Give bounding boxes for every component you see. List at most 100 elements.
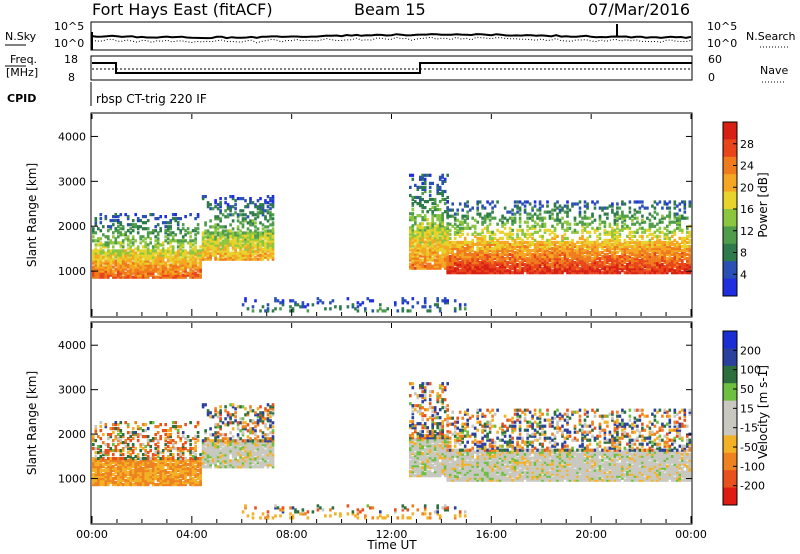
echo-cell xyxy=(636,220,639,224)
echo-cell xyxy=(169,467,172,471)
echo-cell xyxy=(156,275,160,279)
echo-cell xyxy=(433,232,437,236)
echo-cell xyxy=(471,216,474,220)
echo-cell xyxy=(581,259,584,263)
echo-cell xyxy=(433,222,437,226)
echo-cell xyxy=(169,447,172,451)
echo-cell xyxy=(643,263,647,267)
echo-cell xyxy=(166,467,170,471)
echo-cell xyxy=(526,257,529,261)
echo-cell xyxy=(503,252,507,257)
echo-cell xyxy=(107,275,110,279)
echo-cell xyxy=(214,249,217,253)
echo-cell xyxy=(117,459,120,463)
echo-cell xyxy=(556,248,559,253)
echo-cell xyxy=(441,254,444,258)
echo-cell xyxy=(244,213,247,217)
echo-cell xyxy=(411,242,415,246)
echo-cell xyxy=(593,261,597,265)
echo-cell xyxy=(186,467,190,471)
echo-cell xyxy=(144,467,147,471)
echo-cell xyxy=(486,246,489,251)
echo-cell xyxy=(186,259,190,263)
echo-cell xyxy=(136,225,140,229)
echo-cell xyxy=(678,263,682,267)
echo-cell xyxy=(166,263,170,267)
echo-cell xyxy=(556,218,559,222)
echo-cell xyxy=(668,259,672,263)
echo-cell xyxy=(334,305,337,309)
echo-cell xyxy=(681,255,684,259)
echo-cell xyxy=(246,257,250,261)
echo-cell xyxy=(411,236,415,240)
echo-cell xyxy=(169,271,172,275)
echo-cell xyxy=(443,244,447,248)
echo-cell xyxy=(144,215,147,219)
echo-cell xyxy=(126,477,130,481)
echo-cell xyxy=(473,259,477,263)
echo-cell xyxy=(651,204,654,208)
echo-cell xyxy=(671,250,674,255)
echo-cell xyxy=(189,241,192,245)
echo-cell xyxy=(456,246,459,251)
echo-cell xyxy=(107,481,110,485)
echo-cell xyxy=(448,228,452,232)
echo-cell xyxy=(109,427,113,431)
echo-cell xyxy=(214,241,217,245)
echo-cell xyxy=(478,257,482,261)
echo-cell xyxy=(166,463,170,467)
echo-cell xyxy=(102,271,105,275)
nave-tick-top: 60 xyxy=(708,53,722,66)
echo-cell xyxy=(508,267,512,271)
echo-cell xyxy=(438,216,442,220)
echo-cell xyxy=(638,206,642,210)
echo-cell xyxy=(114,467,118,471)
echo-cell xyxy=(676,246,679,251)
echo-cell xyxy=(166,247,170,251)
echo-cell xyxy=(626,246,629,251)
echo-cell xyxy=(451,263,454,267)
echo-cell xyxy=(99,469,103,473)
echo-cell xyxy=(191,437,195,441)
echo-cell xyxy=(453,309,457,313)
echo-cell xyxy=(414,258,417,262)
echo-cell xyxy=(131,459,135,463)
echo-cell xyxy=(112,477,115,481)
echo-cell xyxy=(409,244,412,248)
echo-cell xyxy=(553,242,557,246)
echo-cell xyxy=(214,215,217,219)
echo-cell xyxy=(104,473,108,477)
echo-cell xyxy=(481,269,484,273)
echo-cell xyxy=(112,219,115,223)
echo-cell xyxy=(623,261,627,265)
echo-cell xyxy=(458,271,462,275)
echo-cell xyxy=(166,483,170,487)
echo-cell xyxy=(156,463,160,467)
echo-cell xyxy=(129,253,132,257)
echo-cell xyxy=(551,252,554,257)
echo-cell xyxy=(636,230,639,234)
echo-cell xyxy=(239,257,242,261)
echo-cell xyxy=(441,246,444,250)
echo-cell xyxy=(638,265,642,269)
echo-cell xyxy=(206,205,210,209)
echo-cell xyxy=(409,212,412,216)
echo-cell xyxy=(513,220,517,224)
echo-cell xyxy=(149,469,152,473)
echo-cell xyxy=(663,234,667,238)
cpid-label: CPID xyxy=(7,92,36,105)
echo-cell xyxy=(261,231,265,235)
echo-cell xyxy=(498,267,502,271)
echo-cell xyxy=(666,257,669,261)
echo-cell xyxy=(446,267,449,271)
echo-cell xyxy=(671,257,674,261)
echo-cell xyxy=(271,257,275,261)
echo-cell xyxy=(463,236,467,240)
echo-cell xyxy=(219,249,222,253)
echo-cell xyxy=(586,238,589,242)
echo-cell xyxy=(568,246,572,251)
echo-cell xyxy=(251,257,255,261)
echo-cell xyxy=(184,463,187,467)
echo-cell xyxy=(433,200,437,204)
echo-cell xyxy=(526,240,529,244)
